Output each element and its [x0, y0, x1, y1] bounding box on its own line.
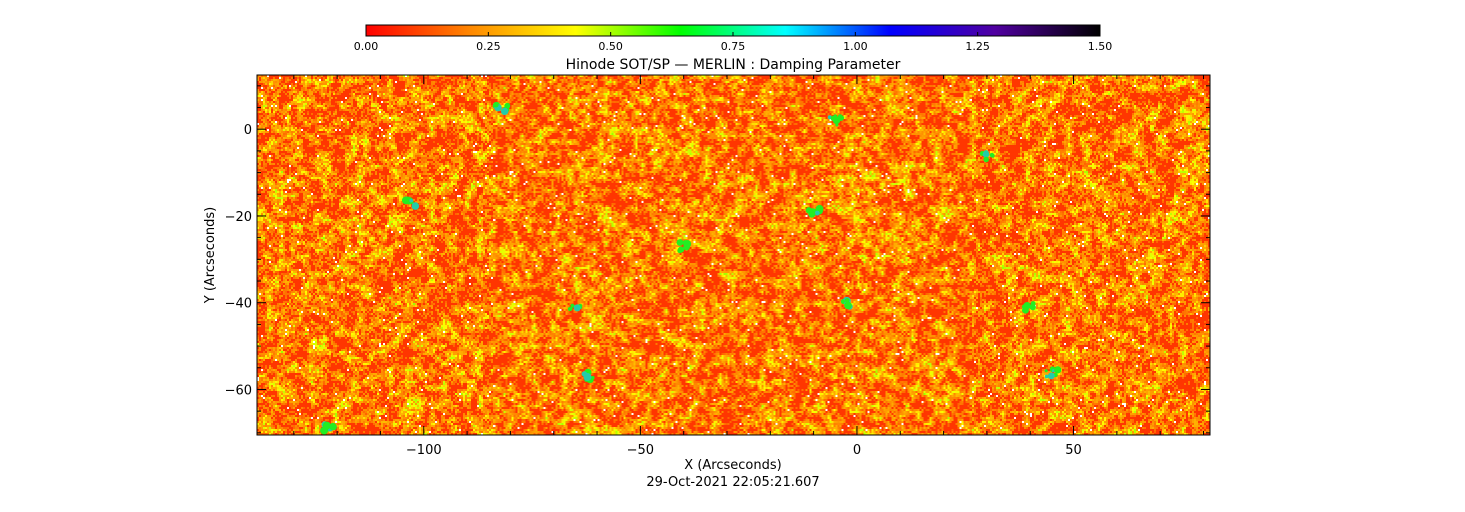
colorbar-tick-label: 0.75	[721, 40, 746, 53]
plot-frame	[256, 74, 1211, 436]
chart-title: Hinode SOT/SP — MERLIN : Damping Paramet…	[566, 57, 901, 73]
high-value-patch	[832, 116, 841, 125]
colorbar-tick-label: 0.50	[598, 40, 623, 53]
high-value-patch	[409, 198, 414, 203]
high-value-patches	[320, 101, 1062, 435]
high-value-patch	[841, 299, 845, 304]
high-value-patch	[676, 239, 684, 246]
high-value-patch	[1030, 301, 1036, 306]
plot-area: −100 −50 0 50 0 −20 −40 −60	[225, 74, 1211, 458]
high-value-patch	[837, 114, 843, 119]
high-value-patch	[1022, 307, 1029, 314]
high-value-patch	[493, 102, 499, 108]
high-value-patch	[844, 298, 850, 303]
high-value-patch	[569, 307, 573, 311]
high-value-patch	[573, 304, 581, 312]
high-value-patch	[1044, 374, 1049, 379]
y-tick-label: 0	[244, 123, 252, 138]
high-value-patch	[411, 202, 420, 210]
y-tick-label: −60	[225, 383, 252, 398]
high-value-patch	[1054, 366, 1062, 374]
y-tick-label: −20	[225, 210, 252, 225]
high-value-patch	[682, 240, 687, 245]
colorbar: 0.00 0.25 0.50 0.75 1.00 1.25 1.50	[354, 24, 1113, 53]
high-value-patch	[322, 421, 331, 430]
high-value-patch	[989, 152, 995, 158]
x-tick-label: −50	[627, 443, 654, 458]
high-value-patch	[835, 123, 839, 127]
high-value-patch	[1047, 372, 1055, 380]
heatmap-image	[257, 75, 1210, 435]
high-value-patch	[814, 210, 820, 216]
high-value-patch	[404, 196, 411, 203]
y-axis-label: Y (Arcseconds)	[203, 207, 218, 304]
x-axis-ticks: −100 −50 0 50	[293, 75, 1205, 458]
high-value-patch	[844, 301, 852, 310]
colorbar-tick-label: 0.25	[476, 40, 501, 53]
y-axis-ticks: 0 −20 −40 −60	[225, 85, 1210, 434]
high-value-patch	[500, 107, 509, 116]
colorbar-tick-label: 1.00	[843, 40, 868, 53]
high-value-patch	[1044, 369, 1048, 373]
x-tick-label: 50	[1065, 443, 1082, 458]
x-axis-label: X (Arcseconds)	[684, 458, 781, 473]
date-label: 29-Oct-2021 22:05:21.607	[646, 475, 819, 490]
high-value-patch	[581, 371, 588, 377]
high-value-patch	[570, 303, 575, 308]
high-value-patch	[983, 156, 989, 163]
high-value-patch	[678, 246, 685, 253]
x-tick-label: −100	[406, 443, 442, 458]
y-tick-label: −40	[225, 297, 252, 312]
colorbar-tick-label: 1.50	[1088, 40, 1113, 53]
colorbar-ticks: 0.00 0.25 0.50 0.75 1.00 1.25 1.50	[354, 32, 1113, 53]
high-value-patch	[590, 375, 595, 380]
high-value-patch	[808, 210, 816, 218]
colorbar-tick-label: 0.00	[354, 40, 379, 53]
high-value-patch	[982, 151, 990, 158]
x-tick-label: 0	[853, 443, 861, 458]
colorbar-tick-label: 1.25	[965, 40, 990, 53]
